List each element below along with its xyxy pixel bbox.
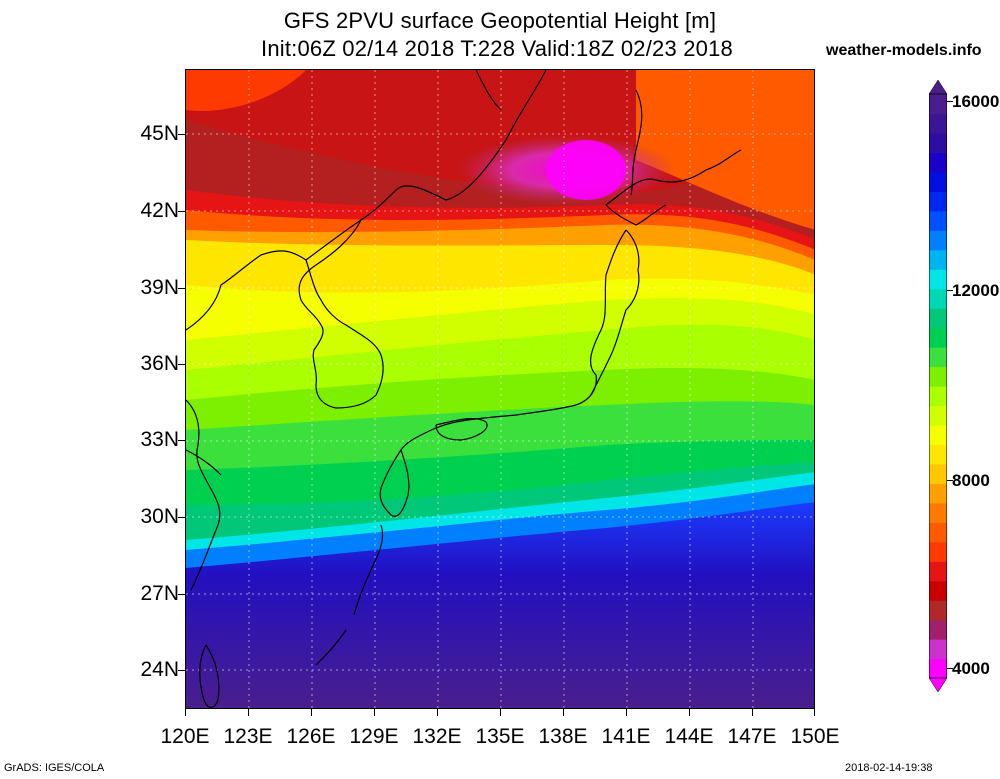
colorbar-swatch — [929, 600, 947, 621]
colorbar-swatch — [929, 444, 947, 465]
colorbar-swatch — [929, 171, 947, 192]
colorbar-max-arrow — [928, 79, 948, 95]
footer-software: GrADS: IGES/COLA — [4, 762, 105, 774]
lat-tick — [178, 364, 185, 365]
colorbar-swatch — [929, 502, 947, 523]
lon-label-132e: 132E — [412, 725, 462, 748]
lat-label-42n: 42N — [140, 199, 179, 222]
lon-label-144e: 144E — [664, 725, 714, 748]
lon-label-123e: 123E — [223, 725, 273, 748]
colorbar-label-16000: 16000 — [952, 92, 1000, 111]
colorbar-swatch — [929, 366, 947, 387]
lat-tick — [178, 134, 185, 135]
colorbar-label-4000: 4000 — [952, 659, 990, 678]
colorbar-swatch — [929, 113, 947, 134]
chart-title: GFS 2PVU surface Geopotential Height [m] — [283, 8, 717, 33]
lat-tick — [178, 211, 185, 212]
site-credit: weather-models.info — [826, 42, 982, 59]
lon-label-141e: 141E — [601, 725, 651, 748]
lon-tick — [814, 709, 815, 716]
lon-label-138e: 138E — [538, 725, 588, 748]
lon-label-129e: 129E — [349, 725, 399, 748]
colorbar-tick — [947, 668, 953, 669]
lat-label-27n: 27N — [140, 582, 179, 605]
colorbar-swatch — [929, 152, 947, 173]
lon-tick — [752, 709, 753, 716]
lat-label-33n: 33N — [140, 428, 179, 451]
colorbar-swatch — [929, 580, 947, 601]
colorbar-graphic — [928, 79, 948, 693]
colorbar — [928, 79, 948, 693]
lon-tick — [248, 709, 249, 716]
lat-label-36n: 36N — [140, 352, 179, 375]
chart-subtitle: Init:06Z 02/14 2018 T:228 Valid:18Z 02/2… — [261, 36, 733, 61]
lat-label-39n: 39N — [140, 276, 179, 299]
colorbar-swatch — [929, 347, 947, 368]
colorbar-swatch — [929, 424, 947, 445]
colorbar-swatch — [929, 191, 947, 212]
colorbar-swatch — [929, 94, 947, 115]
colorbar-swatch — [929, 269, 947, 290]
lat-tick — [178, 670, 185, 671]
lon-label-147e: 147E — [727, 725, 777, 748]
lat-tick — [178, 440, 185, 441]
footer-timestamp: 2018-02-14-19:38 — [845, 762, 933, 774]
colorbar-swatch — [929, 561, 947, 582]
colorbar-swatch — [929, 483, 947, 504]
lon-label-120e: 120E — [160, 725, 210, 748]
colorbar-swatch — [929, 132, 947, 153]
lat-label-24n: 24N — [140, 658, 179, 681]
colorbar-swatch — [929, 249, 947, 270]
colorbar-swatch — [929, 658, 947, 679]
lon-tick — [374, 709, 375, 716]
colorbar-swatch — [929, 288, 947, 309]
lon-label-126e: 126E — [286, 725, 336, 748]
colorbar-swatch — [929, 463, 947, 484]
lon-tick — [437, 709, 438, 716]
lon-tick — [311, 709, 312, 716]
colorbar-frame — [929, 93, 947, 679]
colorbar-swatch — [929, 522, 947, 543]
colorbar-label-12000: 12000 — [952, 281, 1000, 300]
colorbar-tick — [947, 101, 953, 102]
lat-label-45n: 45N — [140, 122, 179, 145]
lon-tick — [689, 709, 690, 716]
height-field — [186, 70, 814, 708]
colorbar-swatch — [929, 327, 947, 348]
lat-tick — [178, 517, 185, 518]
colorbar-swatch — [929, 230, 947, 251]
lon-label-135e: 135E — [475, 725, 525, 748]
lat-tick — [178, 288, 185, 289]
colorbar-swatch — [929, 210, 947, 231]
lat-label-30n: 30N — [140, 505, 179, 528]
colorbar-swatch — [929, 386, 947, 407]
colorbar-min-arrow — [928, 677, 948, 693]
lon-tick — [563, 709, 564, 716]
lon-tick — [185, 709, 186, 716]
colorbar-swatch — [929, 619, 947, 640]
colorbar-swatch — [929, 405, 947, 426]
colorbar-swatch — [929, 639, 947, 660]
colorbar-tick — [947, 290, 953, 291]
colorbar-swatch — [929, 541, 947, 562]
lon-label-150e: 150E — [790, 725, 840, 748]
lon-tick — [500, 709, 501, 716]
lat-tick — [178, 594, 185, 595]
map-panel — [185, 69, 815, 709]
colorbar-tick — [947, 480, 953, 481]
colorbar-swatch — [929, 308, 947, 329]
lon-tick — [626, 709, 627, 716]
colorbar-label-8000: 8000 — [952, 471, 990, 490]
